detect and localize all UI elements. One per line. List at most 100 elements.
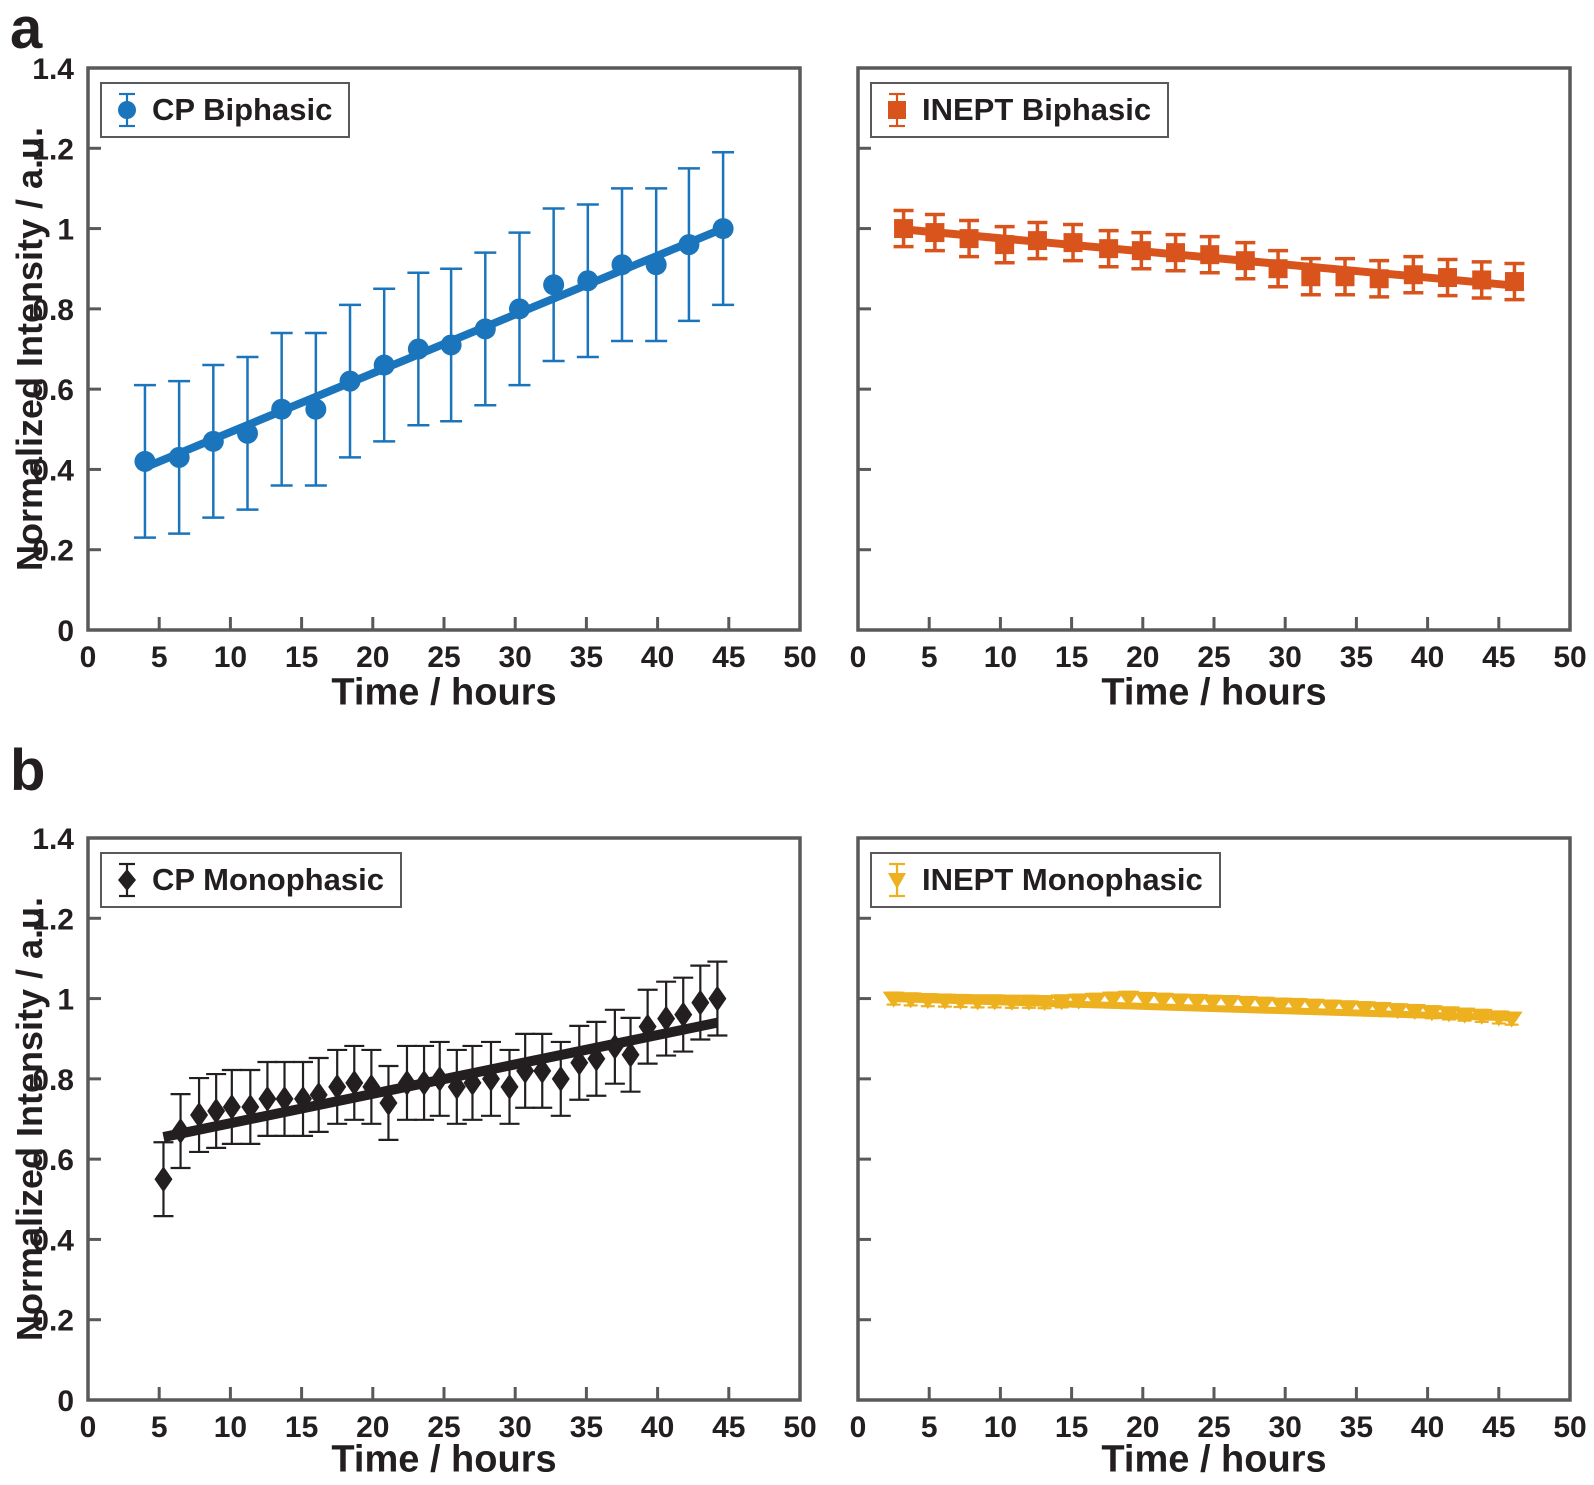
data-point <box>516 1057 535 1084</box>
data-point <box>1403 265 1423 285</box>
x-axis-label-bottom-left: Time / hours <box>331 1438 557 1481</box>
data-point <box>500 1073 519 1100</box>
data-point <box>645 254 667 276</box>
data-point <box>202 430 224 452</box>
data-point <box>190 1101 209 1128</box>
data-point <box>611 254 633 276</box>
x-tick-label: 10 <box>984 641 1017 674</box>
data-point <box>1168 993 1191 1010</box>
x-tick-label: 20 <box>1126 1411 1159 1444</box>
chart-inept-monophasic: 0 5 10 15 20 25 30 35 40 45 50 <box>850 836 1587 1444</box>
x-tick-label: 45 <box>1482 1411 1515 1444</box>
data-point <box>241 1093 260 1120</box>
data-point <box>508 298 530 320</box>
data-point <box>481 1065 500 1092</box>
x-tick-label: 20 <box>356 641 389 674</box>
data-point <box>345 1069 364 1096</box>
plot-frame <box>856 836 1572 1402</box>
y-tick-label: 0.4 <box>32 1224 74 1257</box>
panel-label-a: a <box>10 0 43 61</box>
y-tick-label: 0 <box>57 1385 74 1418</box>
x-tick-label: 20 <box>1126 641 1159 674</box>
y-tick-label: 0.6 <box>32 374 74 407</box>
data-point <box>1063 233 1083 253</box>
data-point <box>1420 1005 1443 1022</box>
data-point <box>708 985 727 1012</box>
data-point <box>474 318 496 340</box>
data-point <box>995 235 1015 255</box>
data-point <box>674 1001 693 1028</box>
data-point <box>118 869 136 891</box>
data-point <box>430 1065 449 1092</box>
data-point <box>1453 1007 1476 1024</box>
x-tick-label: 30 <box>499 641 532 674</box>
data-point <box>1033 995 1056 1012</box>
data-point <box>294 1085 313 1112</box>
data-point <box>899 992 922 1009</box>
data-point <box>1403 1004 1426 1021</box>
data-point <box>983 994 1006 1011</box>
y-tick-label: 0.2 <box>32 535 74 568</box>
data-point <box>397 1069 416 1096</box>
data-point <box>305 398 327 420</box>
x-tick-label: 5 <box>151 641 168 674</box>
x-tick-label: 15 <box>1055 1411 1088 1444</box>
data-point <box>551 1065 570 1092</box>
panel-label-b: b <box>10 738 46 803</box>
data-point <box>309 1081 328 1108</box>
x-tick-label: 15 <box>1055 641 1088 674</box>
data-point <box>949 993 972 1010</box>
data-point <box>1201 994 1224 1011</box>
y-tick-label: 0.8 <box>32 294 74 327</box>
data-point <box>328 1073 347 1100</box>
data-point <box>258 1085 277 1112</box>
data-point <box>712 218 734 240</box>
x-tick-label: 30 <box>1269 641 1302 674</box>
x-tick-label: 35 <box>570 641 603 674</box>
y-tick-label: 1 <box>57 214 74 247</box>
y-tick-label: 0.8 <box>32 1064 74 1097</box>
x-tick-label: 5 <box>921 1411 938 1444</box>
data-point <box>1319 999 1342 1016</box>
data-point <box>1252 996 1275 1013</box>
data-point <box>379 1089 398 1116</box>
data-point <box>966 994 989 1011</box>
x-tick-label: 0 <box>850 1411 867 1444</box>
data-point <box>1134 991 1157 1008</box>
y-tick-label: 1.4 <box>32 823 74 856</box>
y-tick-label: 1.2 <box>32 903 74 936</box>
data-point <box>638 1013 657 1040</box>
data-point <box>168 446 190 468</box>
legend-label: INEPT Monophasic <box>922 862 1203 897</box>
data-point <box>1101 991 1124 1008</box>
data-point <box>1151 992 1174 1009</box>
x-tick-label: 25 <box>427 641 460 674</box>
data-point <box>1504 272 1524 292</box>
data-point <box>1218 995 1241 1012</box>
x-tick-label: 40 <box>641 641 674 674</box>
data-point <box>1084 992 1107 1009</box>
data-point <box>678 234 700 256</box>
chart-inept-biphasic: 0 5 10 15 20 25 30 35 40 45 50 <box>850 66 1587 674</box>
x-tick-label: 50 <box>783 641 816 674</box>
data-point <box>916 993 939 1010</box>
data-point <box>154 1166 173 1193</box>
data-point <box>118 101 136 119</box>
x-tick-label: 45 <box>712 1411 745 1444</box>
plot-frame <box>856 66 1572 632</box>
x-tick-label: 25 <box>427 1411 460 1444</box>
x-tick-label: 30 <box>1269 1411 1302 1444</box>
y-tick-label: 0.6 <box>32 1144 74 1177</box>
data-point <box>339 370 361 392</box>
chart-cp-biphasic: 0 5 10 15 20 25 30 35 40 45 50 0 0.2 0.4 0.6 0.8 1 1.2 1.4 <box>32 53 816 674</box>
x-tick-label: 25 <box>1197 641 1230 674</box>
legend-label: INEPT Biphasic <box>922 92 1152 127</box>
x-tick-label: 15 <box>285 1411 318 1444</box>
x-tick-label: 40 <box>1411 641 1444 674</box>
data-point <box>1301 267 1321 287</box>
x-tick-label: 45 <box>1482 641 1515 674</box>
data-point <box>1369 1002 1392 1019</box>
x-tick-label: 30 <box>499 1411 532 1444</box>
data-point <box>894 219 914 239</box>
